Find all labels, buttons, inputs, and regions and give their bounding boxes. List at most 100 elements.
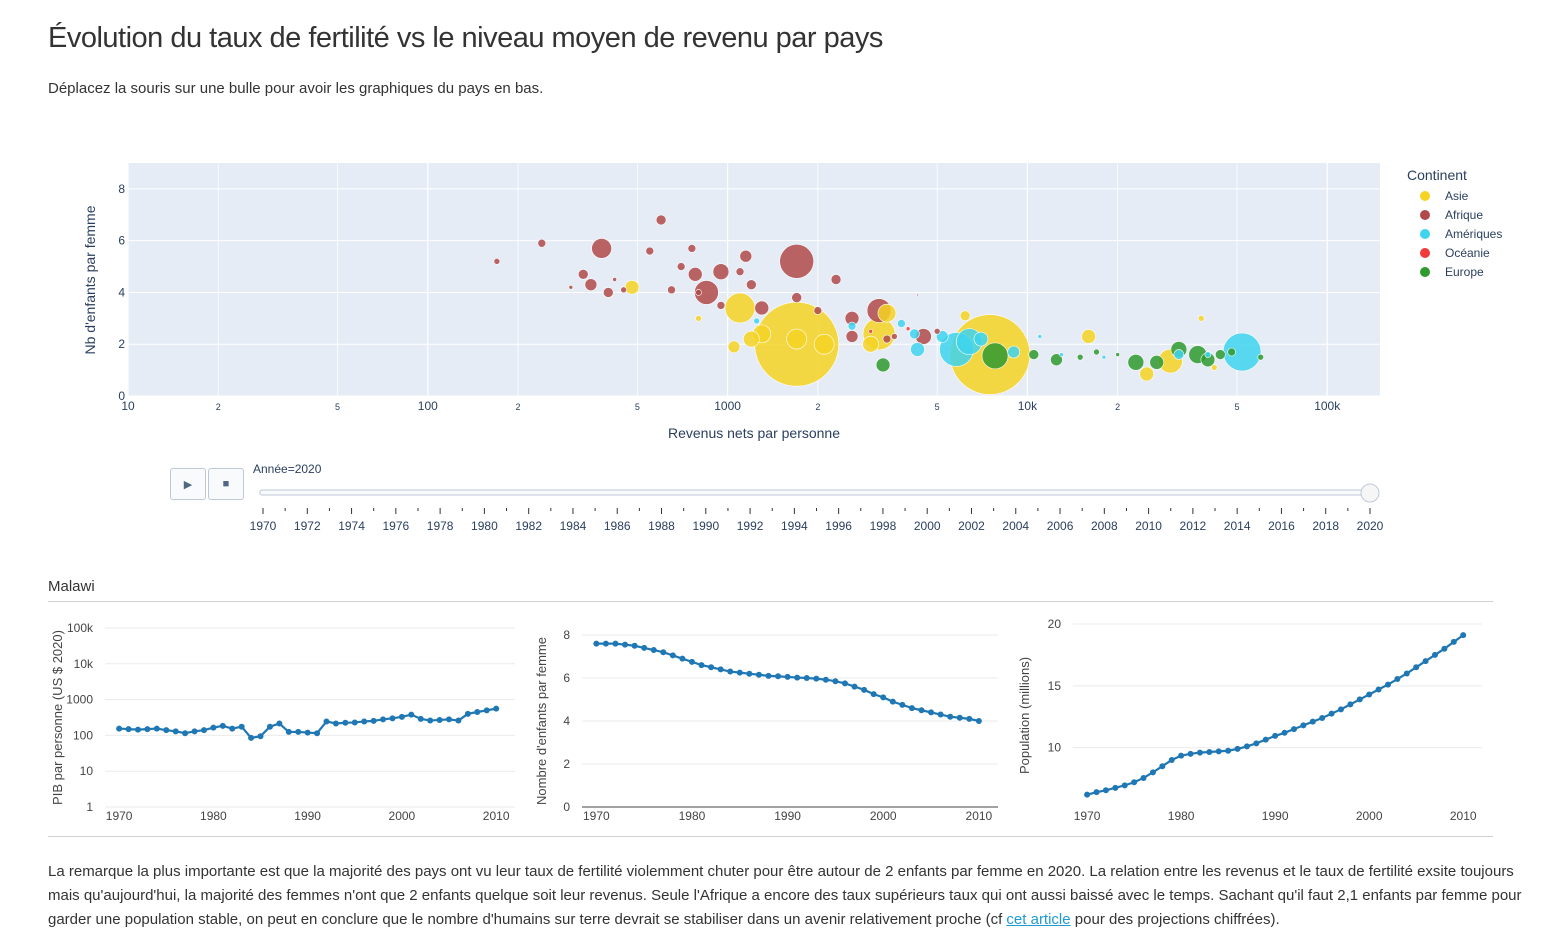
data-point[interactable] (1225, 747, 1232, 754)
bubble-europe[interactable] (1149, 355, 1165, 370)
data-point[interactable] (398, 713, 405, 720)
data-point[interactable] (631, 642, 638, 649)
data-point[interactable] (266, 723, 273, 730)
bubble-europe[interactable] (981, 342, 1009, 370)
data-point[interactable] (1187, 750, 1194, 757)
slider-year-label[interactable]: 1986 (604, 519, 631, 533)
bubble-afrique[interactable] (537, 238, 547, 248)
data-point[interactable] (116, 725, 123, 732)
slider-year-label[interactable]: 1990 (692, 519, 719, 533)
bubble-asie[interactable] (877, 303, 897, 323)
data-point[interactable] (717, 666, 724, 673)
bubble-asie[interactable] (862, 335, 879, 353)
bubble-ameriques[interactable] (897, 319, 906, 328)
data-point[interactable] (688, 658, 695, 665)
data-point[interactable] (746, 670, 753, 677)
bubble-europe[interactable] (1028, 349, 1040, 360)
slider-year-label[interactable]: 2018 (1312, 519, 1339, 533)
slider-year-label[interactable]: 1982 (515, 519, 542, 533)
bubble-ameriques[interactable] (1059, 352, 1064, 357)
data-point[interactable] (784, 673, 791, 680)
bubble-afrique[interactable] (645, 246, 655, 256)
data-point[interactable] (483, 707, 490, 714)
data-point[interactable] (144, 726, 151, 733)
bubble-ameriques[interactable] (1007, 345, 1020, 359)
data-point[interactable] (1253, 740, 1260, 747)
bubble-oceanie[interactable] (868, 328, 873, 334)
data-point[interactable] (1309, 718, 1316, 725)
bubble-afrique[interactable] (687, 267, 703, 282)
data-point[interactable] (285, 728, 292, 735)
legend-item[interactable]: Afrique (1420, 208, 1483, 222)
data-point[interactable] (937, 711, 944, 718)
bubble-afrique[interactable] (591, 238, 612, 259)
data-point[interactable] (153, 725, 160, 732)
data-point[interactable] (650, 647, 657, 654)
data-point[interactable] (436, 716, 443, 723)
data-point[interactable] (1450, 638, 1457, 645)
data-point[interactable] (134, 726, 141, 733)
data-point[interactable] (342, 719, 349, 726)
data-point[interactable] (1196, 749, 1203, 756)
bubble-asie[interactable] (624, 279, 640, 295)
data-point[interactable] (427, 717, 434, 724)
bubble-chart[interactable]: 10 2 5 100 2 5 1000 2 5 10k 2 5 100k 0 2 4 6 8 Revenus ne… (0, 0, 1551, 450)
data-point[interactable] (380, 716, 387, 723)
slider-year-label[interactable]: 2016 (1268, 519, 1295, 533)
data-point[interactable] (669, 652, 676, 659)
bubble-asie[interactable] (786, 328, 807, 350)
bubble-afrique[interactable] (493, 258, 501, 265)
data-point[interactable] (408, 711, 415, 718)
data-point[interactable] (1168, 757, 1175, 764)
data-point[interactable] (612, 640, 619, 647)
data-point[interactable] (1262, 736, 1269, 743)
bubble-asie[interactable] (727, 340, 741, 354)
data-point[interactable] (1215, 748, 1222, 755)
play-button[interactable]: ▶ (170, 468, 206, 500)
bubble-afrique[interactable] (667, 285, 676, 295)
data-point[interactable] (861, 686, 868, 693)
fertility-chart[interactable]: 0 2 4 6 8 1970 1980 1990 2000 2010 Nombre d'enfant… (525, 610, 1005, 840)
data-point[interactable] (1112, 784, 1119, 791)
data-point[interactable] (1159, 763, 1166, 770)
data-point[interactable] (314, 730, 321, 737)
bubble-europe[interactable] (1115, 352, 1120, 357)
data-point[interactable] (295, 728, 302, 735)
data-point[interactable] (172, 728, 179, 735)
bubble-afrique[interactable] (779, 244, 814, 279)
bubble-afrique[interactable] (716, 301, 726, 310)
bubble-europe[interactable] (875, 357, 891, 373)
data-point[interactable] (660, 649, 667, 656)
bubble-afrique[interactable] (612, 277, 617, 282)
data-point[interactable] (1441, 645, 1448, 652)
data-point[interactable] (389, 715, 396, 722)
bubble-ameriques[interactable] (1173, 349, 1185, 360)
data-point[interactable] (966, 715, 973, 722)
data-point[interactable] (602, 640, 609, 647)
year-slider[interactable]: Année=2020 1970 1972 1974 1976 1978 1980 1982 1… (0, 458, 1551, 538)
data-point[interactable] (698, 662, 705, 669)
slider-year-label[interactable]: 1994 (781, 519, 808, 533)
data-point[interactable] (1131, 779, 1138, 786)
slider-year-label[interactable]: 2010 (1135, 519, 1162, 533)
data-point[interactable] (975, 718, 982, 724)
population-chart[interactable]: 10 15 20 1970 1980 1990 2000 2010 Population (mi… (1010, 610, 1500, 840)
bubble-asie[interactable] (959, 310, 971, 322)
slider-year-label[interactable]: 1996 (825, 519, 852, 533)
data-point[interactable] (125, 726, 132, 733)
data-point[interactable] (622, 641, 629, 648)
slider-rail[interactable] (259, 489, 1371, 496)
data-point[interactable] (813, 675, 820, 682)
gdp-chart[interactable]: 1 10 100 1000 10k 100k 1970 1980 1990 2000 2010 PIB… (40, 610, 520, 840)
bubble-afrique[interactable] (739, 249, 753, 263)
slider-year-label[interactable]: 1972 (294, 519, 321, 533)
bubble-afrique[interactable] (891, 333, 898, 340)
data-point[interactable] (493, 705, 500, 712)
data-point[interactable] (1328, 710, 1335, 717)
slider-year-label[interactable]: 1980 (471, 519, 498, 533)
data-point[interactable] (370, 717, 377, 724)
bubble-europe[interactable] (1215, 349, 1226, 360)
slider-year-label[interactable]: 2012 (1180, 519, 1207, 533)
data-point[interactable] (1413, 664, 1420, 671)
bubble-afrique[interactable] (845, 330, 859, 343)
